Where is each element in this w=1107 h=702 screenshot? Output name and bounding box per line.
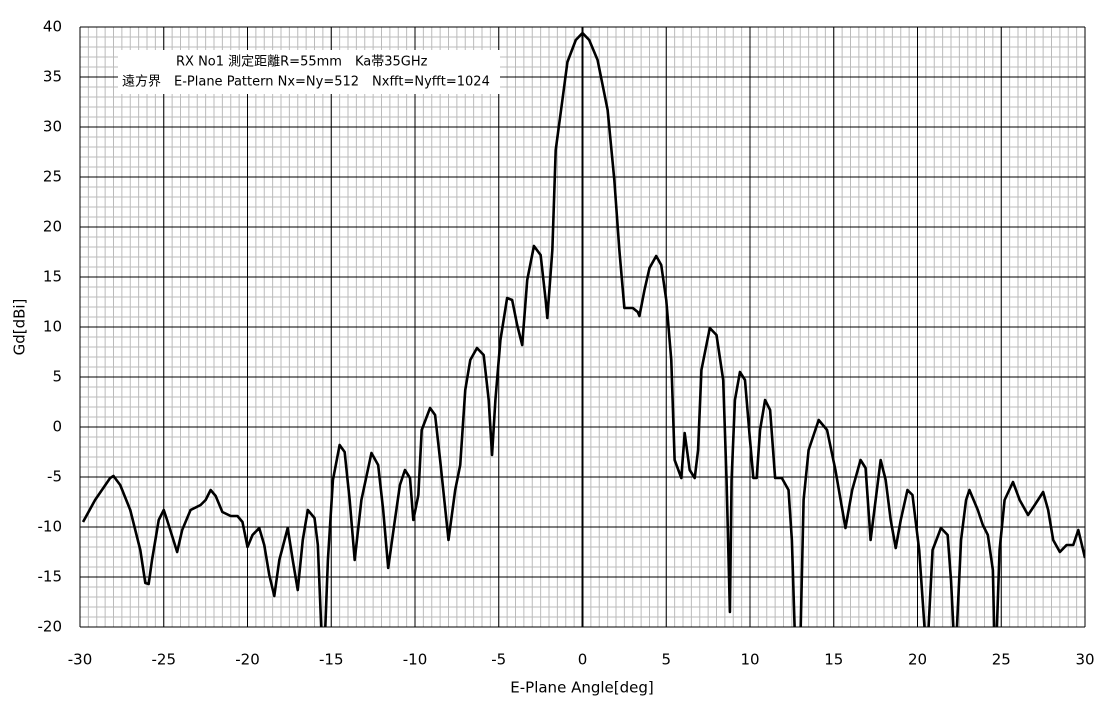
x-tick-label: 0 — [578, 651, 588, 669]
y-tick-label: 20 — [43, 218, 62, 236]
y-tick-label: 0 — [52, 418, 62, 436]
x-tick-label: 10 — [740, 651, 759, 669]
y-tick-label: 15 — [43, 268, 62, 286]
grid — [79, 26, 1086, 628]
x-tick-label: -25 — [152, 651, 177, 669]
y-axis-title: Gd[dBi] — [11, 299, 29, 356]
annotation: 遠方界 E-Plane Pattern Nx=Ny=512 Nxfft=Nyff… — [122, 74, 490, 90]
y-tick-label: 30 — [43, 118, 62, 136]
y-tick-label: 10 — [43, 318, 62, 336]
x-tick-label: 15 — [824, 651, 843, 669]
y-tick-label: -5 — [47, 468, 62, 486]
x-axis-title: E-Plane Angle[deg] — [510, 679, 653, 697]
x-tick-label: 20 — [908, 651, 927, 669]
y-tick-label: 25 — [43, 168, 62, 186]
y-tick-label: 5 — [52, 368, 62, 386]
x-tick-label: -15 — [319, 651, 344, 669]
annotation-box — [118, 50, 500, 94]
y-tick-label: -10 — [38, 518, 63, 536]
y-tick-label: 35 — [43, 68, 62, 86]
x-tick-label: 25 — [992, 651, 1011, 669]
x-tick-label: -5 — [491, 651, 506, 669]
x-tick-label: -30 — [68, 651, 93, 669]
y-tick-label: -15 — [38, 568, 63, 586]
y-tick-label: 40 — [43, 18, 62, 36]
y-tick-label: -20 — [38, 618, 63, 636]
x-tick-label: 30 — [1075, 651, 1094, 669]
x-tick-label: 5 — [661, 651, 671, 669]
annotation: RX No1 測定距離R=55mm Ka帯35GHz — [176, 55, 428, 70]
line-series — [81, 31, 1085, 627]
x-tick-label: -10 — [403, 651, 428, 669]
x-tick-label: -20 — [235, 651, 260, 669]
